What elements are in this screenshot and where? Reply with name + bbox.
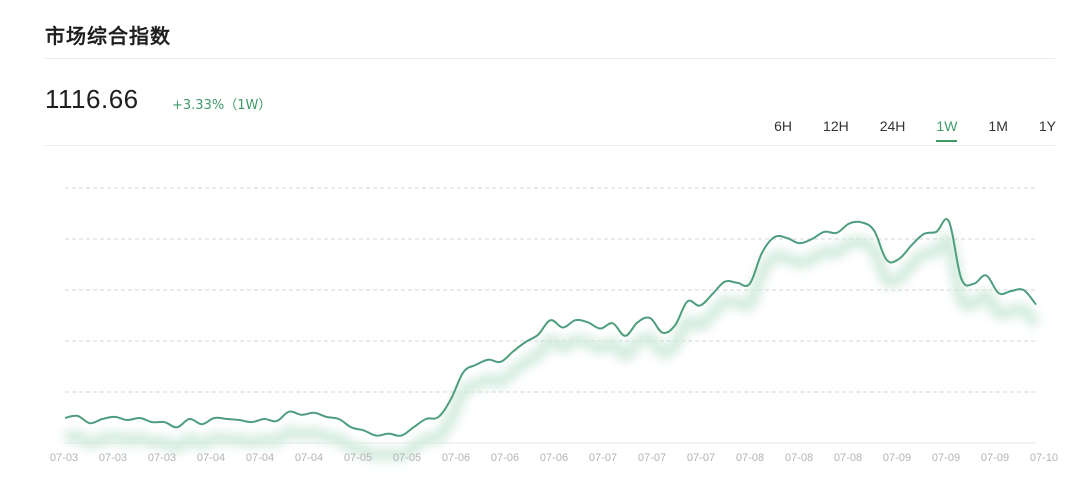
tab-1y[interactable]: 1Y — [1038, 118, 1056, 134]
x-tick-label: 07-03 — [148, 452, 176, 464]
x-tick-label: 07-07 — [687, 452, 715, 464]
tab-1m[interactable]: 1M — [988, 118, 1008, 134]
x-tick-label: 07-08 — [736, 452, 764, 464]
x-tick-label: 07-05 — [344, 452, 372, 464]
tab-24h[interactable]: 24H — [879, 118, 906, 134]
x-tick-label: 07-09 — [981, 452, 1009, 464]
x-tick-label: 07-05 — [393, 452, 421, 464]
change-badge: +3.33%（1W） — [172, 98, 272, 113]
x-tick-label: 07-04 — [295, 452, 323, 464]
x-tick-label: 07-06 — [442, 452, 470, 464]
x-tick-label: 07-08 — [785, 452, 813, 464]
x-tick-label: 07-06 — [491, 452, 519, 464]
x-tick-label: 07-10 — [1030, 452, 1058, 464]
tab-6h[interactable]: 6H — [774, 118, 793, 134]
x-tick-label: 07-08 — [834, 452, 862, 464]
tab-1w[interactable]: 1W — [936, 118, 958, 142]
x-tick-label: 07-03 — [99, 452, 127, 464]
header-divider — [45, 58, 1055, 59]
index-value: 1116.66 — [45, 84, 139, 114]
page-title: 市场综合指数 — [45, 24, 171, 48]
x-tick-label: 07-09 — [883, 452, 911, 464]
series-shadow — [63, 233, 1041, 462]
tab-12h[interactable]: 12H — [823, 118, 849, 134]
x-tick-label: 07-03 — [50, 452, 78, 464]
x-tick-label: 07-06 — [540, 452, 568, 464]
x-tick-label: 07-07 — [638, 452, 666, 464]
x-tick-label: 07-09 — [932, 452, 960, 464]
x-tick-label: 07-04 — [246, 452, 274, 464]
chart-divider — [45, 145, 1055, 146]
time-range-tabs: 6H 12H 24H 1W 1M 1Y — [743, 118, 1056, 142]
series-line — [64, 218, 1037, 437]
x-tick-label: 07-04 — [197, 452, 225, 464]
x-tick-label: 07-07 — [589, 452, 617, 464]
